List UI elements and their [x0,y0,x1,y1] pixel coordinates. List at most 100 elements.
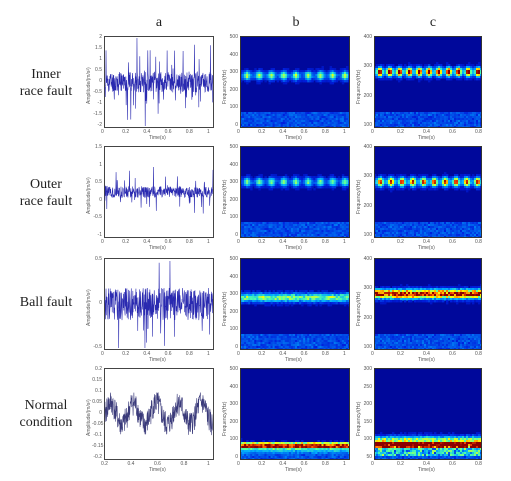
spectrogram-cell [339,184,343,187]
spectrogram-cell [319,346,322,349]
spectrogram-cell [384,70,387,73]
spectrogram-cell [374,186,377,189]
spectrogram-cell [325,346,328,349]
spectrogram-cell [386,334,389,337]
spectrogram-cell [414,182,417,185]
spectrogram-cell [428,186,431,189]
spectrogram-cell [331,336,335,339]
spectrogram-cell [266,180,269,183]
spectrogram-cell [341,118,345,121]
spectrogram-cell [440,72,443,75]
spectrogram-cell [426,232,429,235]
spectrogram-cell [458,288,461,291]
spectrogram-cell [262,186,265,189]
spectrogram-cell [331,346,335,349]
spectrogram-cell [317,344,320,347]
spectrogram-cell [321,68,324,71]
spectrogram-cell [456,342,459,345]
spectrogram-cell [402,222,405,225]
spectrogram-cell [317,118,320,121]
spectrogram-cell [392,68,395,71]
spectrogram-cell [378,294,381,297]
spectrogram-cell [436,182,439,185]
spectrogram-cell [386,234,389,237]
spectrogram-cell [386,74,389,77]
spectrogram-cell [430,68,433,71]
spectrogram-cell [378,182,381,185]
spectrogram-cell [242,296,245,299]
spectrogram-cell [458,228,461,231]
spectrogram-cell [282,116,286,119]
spectrogram-cell [428,124,431,127]
spectrogram-cell [343,70,347,73]
spectrogram-cell [374,224,377,227]
spectrogram-cell [376,64,379,67]
x-tick-label: 1 [207,239,210,245]
spectrogram-cell [420,72,423,75]
x-tick-label: 0.4 [143,239,151,245]
spectrogram-cell [343,230,347,233]
spectrogram-cell [382,180,385,183]
spectrogram-cell [468,114,471,117]
spectrogram-cell [432,340,435,343]
spectrogram-cell [418,230,421,233]
spectrogram-cell [448,182,451,185]
spectrogram-cell [380,232,383,235]
spectrogram-cell [248,230,251,233]
waveform-line [104,166,214,214]
spectrogram-cell [436,116,439,119]
spectrogram-cell [390,296,393,299]
spectrogram-cell [428,234,431,237]
spectrogram-cell [305,340,308,343]
spectrogram-cell [282,180,286,183]
spectrogram-cell [301,340,304,343]
spectrogram-cell [315,224,318,227]
spectrogram-cell [444,182,447,185]
spectrogram-cell [464,186,467,189]
spectrogram-cell [460,64,463,67]
spectrogram-cell [252,120,255,123]
spectrogram-cell [374,336,377,339]
spectrogram-cell [262,70,265,73]
spectrogram-cell [335,230,339,233]
spectrogram-cell [402,180,405,183]
spectrogram-cell [444,188,447,191]
spectrogram-cell [284,174,288,177]
x-axis-label: Time(s) [285,357,302,363]
spectrogram-cell [394,288,397,291]
spectrogram-cell [390,338,393,341]
spectrogram-cell [390,180,393,183]
spectrogram-cell [392,122,395,125]
spectrogram-cell [448,294,451,297]
spectrogram-cell [246,300,249,303]
spectrogram-cell [313,222,316,225]
spectrogram-cell [246,298,249,301]
spectrogram-cell [426,114,429,117]
spectrogram-cell [256,338,259,341]
spectrogram-cell [398,232,401,235]
spectrogram-cell [317,114,320,117]
spectrogram-cell [301,182,304,185]
spectrogram-cell [468,292,471,295]
spectrogram-cell [260,70,263,73]
spectrogram-cell [438,226,441,229]
spectrogram-cell [341,76,345,79]
spectrogram-cell [254,230,257,233]
spectrogram-cell [458,122,461,125]
spectrogram-cell [347,336,350,339]
spectrogram-cell [472,124,475,127]
spectrogram-cell [394,74,397,77]
column-header-c: c [429,15,437,30]
spectrogram-cell [458,118,461,121]
spectrogram-cell [472,290,475,293]
spectrogram-cell [299,118,302,121]
spectrogram-cell [282,72,286,75]
spectrogram-cell [260,222,263,225]
spectrogram-cell [345,230,349,233]
spectrogram-cell [442,336,445,339]
spectrogram-cell [406,180,409,183]
spectrogram-cell [382,300,385,303]
spectrogram-cell [240,294,243,297]
spectrogram-cell [309,340,312,343]
spectrogram-cell [305,294,308,297]
